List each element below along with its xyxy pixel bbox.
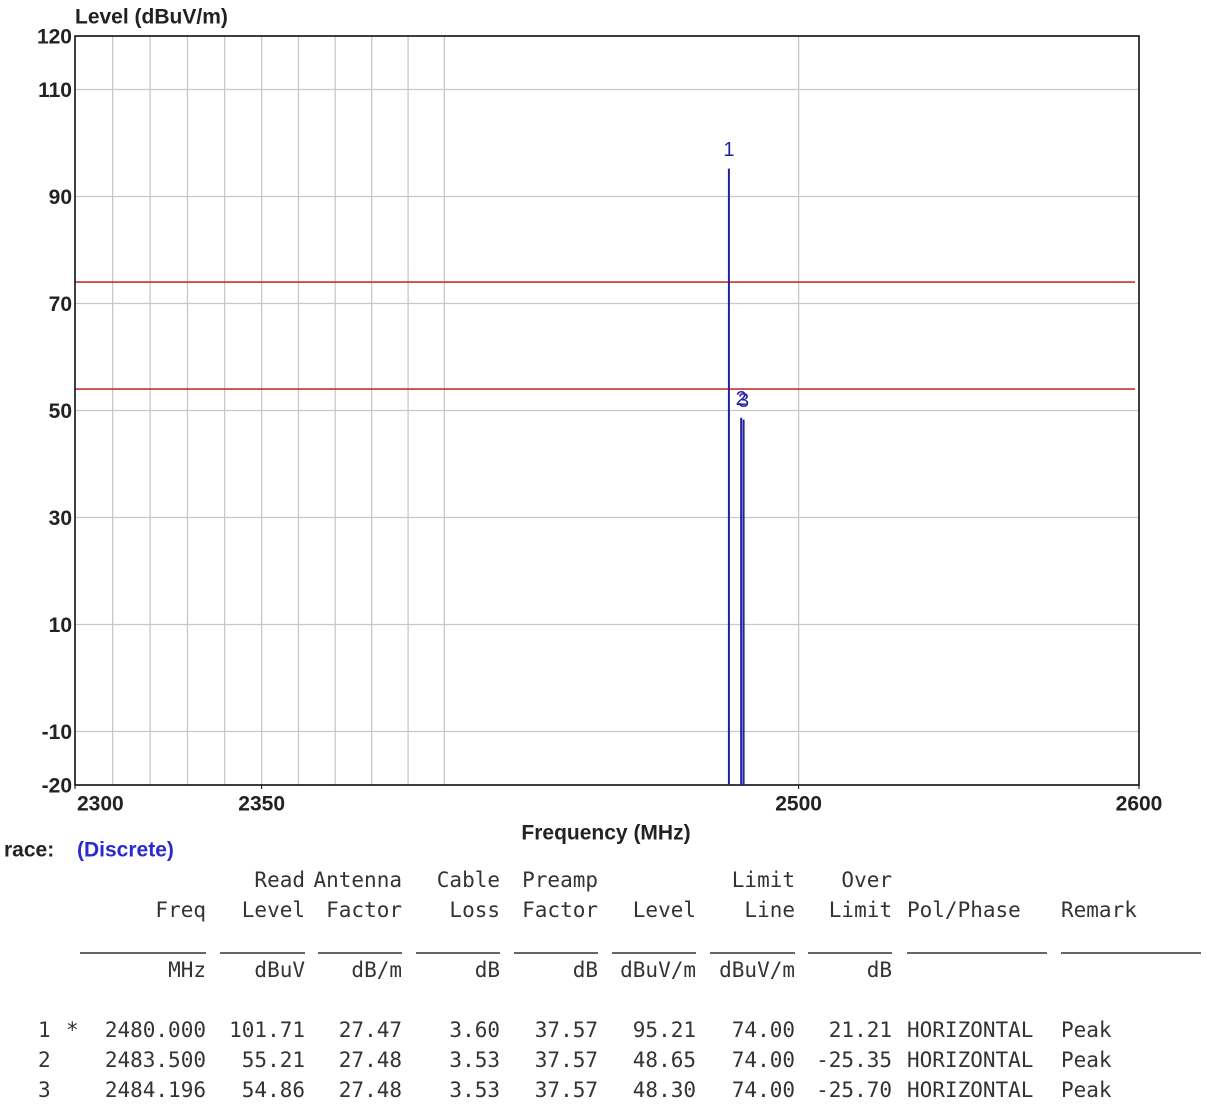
row-mark: * bbox=[66, 1018, 79, 1042]
y-tick-label: 110 bbox=[38, 79, 72, 102]
column-header: Antenna bbox=[313, 868, 402, 892]
column-header: Preamp bbox=[522, 868, 598, 892]
table-cell: 48.30 bbox=[633, 1078, 696, 1102]
table-cell: Peak bbox=[1061, 1018, 1112, 1042]
y-tick-label: 50 bbox=[49, 400, 72, 423]
y-axis-label: Level (dBuV/m) bbox=[75, 6, 228, 29]
column-unit: dB/m bbox=[351, 958, 402, 982]
point-label: 1 bbox=[723, 139, 734, 161]
x-tick-label: 2300 bbox=[77, 793, 124, 816]
table-cell: 2484.196 bbox=[105, 1078, 206, 1102]
table-cell: -25.70 bbox=[816, 1078, 892, 1102]
table-cell: 37.57 bbox=[535, 1018, 598, 1042]
table-cell: 2480.000 bbox=[105, 1018, 206, 1042]
column-unit: MHz bbox=[168, 958, 206, 982]
column-unit: dB bbox=[475, 958, 500, 982]
point-label: 2 bbox=[736, 388, 747, 410]
table-cell: 48.65 bbox=[633, 1048, 696, 1072]
column-header: Read bbox=[254, 868, 305, 892]
table-cell: HORIZONTAL bbox=[907, 1078, 1033, 1102]
y-tick-label: 10 bbox=[49, 614, 72, 637]
table-cell: 37.57 bbox=[535, 1078, 598, 1102]
column-header: Freq bbox=[155, 898, 206, 922]
column-unit: dBuV bbox=[254, 958, 305, 982]
column-header: Level bbox=[242, 898, 305, 922]
table-cell: Peak bbox=[1061, 1048, 1112, 1072]
column-header: Factor bbox=[326, 898, 402, 922]
table-cell: 3.53 bbox=[449, 1078, 500, 1102]
table-cell: 3.53 bbox=[449, 1048, 500, 1072]
table-cell: -25.35 bbox=[816, 1048, 892, 1072]
trace-label: race: bbox=[4, 839, 54, 862]
table-cell: HORIZONTAL bbox=[907, 1018, 1033, 1042]
table-cell: 21.21 bbox=[829, 1018, 892, 1042]
table-cell: 101.71 bbox=[229, 1018, 305, 1042]
column-header: Limit bbox=[829, 898, 892, 922]
row-number: 2 bbox=[38, 1048, 51, 1072]
column-header: Factor bbox=[522, 898, 598, 922]
column-header: Level bbox=[633, 898, 696, 922]
x-tick-label: 2500 bbox=[775, 793, 822, 816]
table-cell: 27.48 bbox=[339, 1048, 402, 1072]
table-cell: HORIZONTAL bbox=[907, 1048, 1033, 1072]
column-unit: dB bbox=[573, 958, 598, 982]
y-tick-label: 70 bbox=[49, 293, 72, 316]
column-header: Loss bbox=[449, 898, 500, 922]
table-cell: 74.00 bbox=[732, 1018, 795, 1042]
table-cell: 37.57 bbox=[535, 1048, 598, 1072]
table-cell: 55.21 bbox=[242, 1048, 305, 1072]
table-cell: 3.60 bbox=[449, 1018, 500, 1042]
column-unit: dBuV/m bbox=[620, 958, 696, 982]
x-axis-label: Frequency (MHz) bbox=[521, 822, 690, 845]
column-header: Remark bbox=[1061, 898, 1137, 922]
table-cell: 74.00 bbox=[732, 1078, 795, 1102]
column-header: Pol/Phase bbox=[907, 898, 1021, 922]
column-unit: dBuV/m bbox=[719, 958, 795, 982]
table-cell: Peak bbox=[1061, 1078, 1112, 1102]
column-header: Limit bbox=[732, 868, 795, 892]
point-label: 3 bbox=[738, 390, 749, 412]
x-tick-label: 2350 bbox=[238, 793, 285, 816]
y-tick-label: 120 bbox=[37, 26, 72, 49]
column-header: Line bbox=[744, 898, 795, 922]
table-cell: 27.48 bbox=[339, 1078, 402, 1102]
column-header: Over bbox=[841, 868, 892, 892]
y-tick-label: -10 bbox=[42, 721, 72, 744]
table-cell: 95.21 bbox=[633, 1018, 696, 1042]
plot-frame bbox=[74, 35, 1140, 786]
table-cell: 27.47 bbox=[339, 1018, 402, 1042]
trace-value: (Discrete) bbox=[77, 839, 174, 862]
table-cell: 54.86 bbox=[242, 1078, 305, 1102]
table-cell: 74.00 bbox=[732, 1048, 795, 1072]
row-number: 3 bbox=[38, 1078, 51, 1102]
y-tick-label: 90 bbox=[49, 186, 72, 209]
column-unit: dB bbox=[867, 958, 892, 982]
y-tick-label: 30 bbox=[49, 507, 72, 530]
row-number: 1 bbox=[38, 1018, 51, 1042]
y-tick-label: -20 bbox=[42, 775, 72, 798]
x-tick-label: 2600 bbox=[1116, 793, 1163, 816]
column-header: Cable bbox=[437, 868, 500, 892]
table-cell: 2483.500 bbox=[105, 1048, 206, 1072]
